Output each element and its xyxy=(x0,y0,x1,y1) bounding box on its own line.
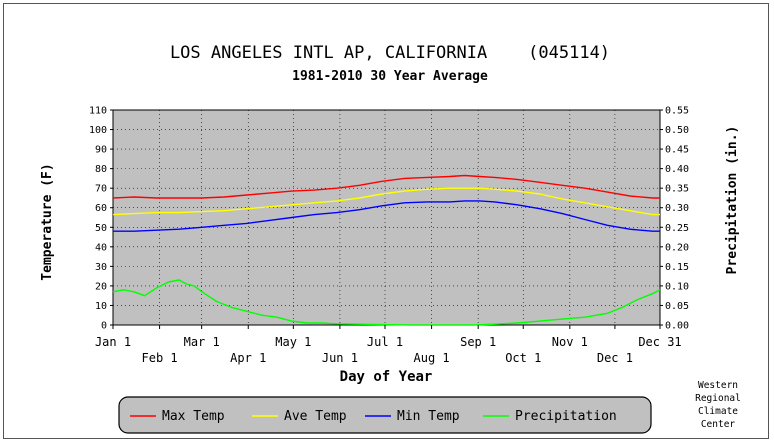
left-axis-label: Temperature (F) xyxy=(40,163,55,280)
x-tick-label: Jul 1 xyxy=(367,335,403,349)
x-tick-label: Dec 31 xyxy=(638,335,681,349)
y-tick-label-right: 0.50 xyxy=(665,125,689,136)
credit-line: Regional xyxy=(695,393,741,404)
credit-line: Climate xyxy=(698,406,738,417)
series-line-max-temp xyxy=(112,174,660,199)
y-tick-label-left: 50 xyxy=(95,223,107,234)
legend-box xyxy=(118,396,652,434)
y-tick-label-left: 70 xyxy=(95,184,107,195)
right-axis-label: Precipitation (in.) xyxy=(725,126,740,275)
credit-line: Center xyxy=(701,419,736,430)
y-tick-label-right: 0.25 xyxy=(665,223,689,234)
y-tick-label-left: 60 xyxy=(95,203,107,214)
y-tick-label-left: 30 xyxy=(95,262,107,273)
x-tick-label: Mar 1 xyxy=(184,335,220,349)
y-tick-label-left: 10 xyxy=(95,301,107,312)
left-axis-ticks: 0 10 20 30 40 50 60 70 80 90 100 110 xyxy=(89,106,113,332)
y-tick-label-right: 0.35 xyxy=(665,184,689,195)
credit-text: Western Regional Climate Center xyxy=(695,380,741,430)
y-tick-label-right: 0.45 xyxy=(665,145,689,156)
x-tick-label: Jun 1 xyxy=(322,351,358,365)
x-tick-label: Oct 1 xyxy=(505,351,541,365)
x-axis-label: Day of Year xyxy=(340,369,433,385)
legend-label-max-temp: Max Temp xyxy=(162,409,225,424)
y-tick-label-left: 80 xyxy=(95,164,107,175)
y-tick-label-left: 40 xyxy=(95,242,107,253)
y-tick-label-right: 0.00 xyxy=(665,321,689,332)
x-tick-label: Aug 1 xyxy=(414,351,450,365)
series-line-ave-temp xyxy=(112,187,660,216)
y-tick-label-left: 0 xyxy=(101,321,107,332)
x-tick-label: Apr 1 xyxy=(230,351,266,365)
x-tick-label: Dec 1 xyxy=(597,351,633,365)
y-tick-label-left: 90 xyxy=(95,145,107,156)
plot-area xyxy=(112,109,661,326)
legend-label-ave-temp: Ave Temp xyxy=(284,409,347,424)
chart-subtitle: 1981-2010 30 Year Average xyxy=(292,69,488,84)
series-layer xyxy=(112,174,661,326)
credit-line: Western xyxy=(698,380,738,391)
y-tick-label-right: 0.10 xyxy=(665,281,689,292)
y-tick-label-right: 0.05 xyxy=(665,301,689,312)
y-tick-label-right: 0.20 xyxy=(665,242,689,253)
y-tick-label-right: 0.30 xyxy=(665,203,689,214)
chart-title: LOS ANGELES INTL AP, CALIFORNIA (045114) xyxy=(170,43,610,63)
x-tick-label: Nov 1 xyxy=(552,335,588,349)
legend: Max Temp Ave Temp Min Temp Precipitation xyxy=(118,396,652,434)
y-tick-label-left: 100 xyxy=(89,125,107,136)
right-axis-ticks: 0.00 0.05 0.10 0.15 0.20 0.25 0.30 0.35 0.40 0.45… xyxy=(660,106,689,332)
x-tick-label: Jan 1 xyxy=(95,335,131,349)
x-axis-ticks: Jan 1 Mar 1 May 1 Jul 1 Sep 1 Nov 1 Dec 31 Feb … xyxy=(95,325,682,365)
x-tick-label: Sep 1 xyxy=(460,335,496,349)
x-tick-label: May 1 xyxy=(275,335,311,349)
series-line-precipitation xyxy=(112,279,661,326)
y-tick-label-right: 0.15 xyxy=(665,262,689,273)
y-tick-label-right: 0.55 xyxy=(665,106,689,117)
y-tick-label-left: 110 xyxy=(89,106,107,117)
legend-label-min-temp: Min Temp xyxy=(397,409,460,424)
y-tick-label-left: 20 xyxy=(95,281,107,292)
x-tick-label: Feb 1 xyxy=(142,351,178,365)
legend-label-precipitation: Precipitation xyxy=(515,409,617,424)
series-line-min-temp xyxy=(113,200,660,232)
y-tick-label-right: 0.40 xyxy=(665,164,689,175)
